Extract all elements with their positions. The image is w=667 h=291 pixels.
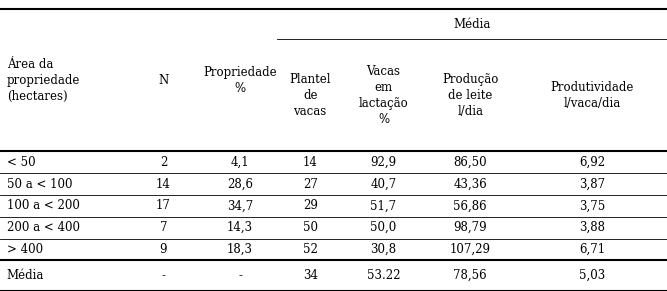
Text: Média: Média: [453, 17, 491, 31]
Text: 29: 29: [303, 199, 317, 212]
Text: 52: 52: [303, 243, 317, 256]
Text: 51,7: 51,7: [370, 199, 397, 212]
Text: 2: 2: [159, 156, 167, 169]
Text: 34,7: 34,7: [227, 199, 253, 212]
Text: 50: 50: [303, 221, 317, 234]
Text: N: N: [158, 74, 169, 86]
Text: 50 a < 100: 50 a < 100: [7, 178, 72, 191]
Text: 92,9: 92,9: [370, 156, 397, 169]
Text: 86,50: 86,50: [454, 156, 487, 169]
Text: 56,86: 56,86: [454, 199, 487, 212]
Text: Área da
propriedade
(hectares): Área da propriedade (hectares): [7, 58, 80, 102]
Text: 50,0: 50,0: [370, 221, 397, 234]
Text: 27: 27: [303, 178, 317, 191]
Text: 100 a < 200: 100 a < 200: [7, 199, 79, 212]
Text: 43,36: 43,36: [454, 178, 487, 191]
Text: 3,88: 3,88: [579, 221, 605, 234]
Text: 107,29: 107,29: [450, 243, 491, 256]
Text: Produção
de leite
l/dia: Produção de leite l/dia: [442, 73, 498, 118]
Text: > 400: > 400: [7, 243, 43, 256]
Text: 17: 17: [156, 199, 171, 212]
Text: < 50: < 50: [7, 156, 35, 169]
Text: Média: Média: [7, 269, 44, 282]
Text: 98,79: 98,79: [454, 221, 487, 234]
Text: 30,8: 30,8: [370, 243, 397, 256]
Text: 40,7: 40,7: [370, 178, 397, 191]
Text: 34: 34: [303, 269, 317, 282]
Text: 14: 14: [156, 178, 171, 191]
Text: 4,1: 4,1: [231, 156, 249, 169]
Text: -: -: [238, 269, 242, 282]
Text: 3,75: 3,75: [579, 199, 605, 212]
Text: 14,3: 14,3: [227, 221, 253, 234]
Text: 28,6: 28,6: [227, 178, 253, 191]
Text: Vacas
em
lactação
%: Vacas em lactação %: [359, 65, 408, 126]
Text: 6,71: 6,71: [579, 243, 605, 256]
Text: 14: 14: [303, 156, 317, 169]
Text: 18,3: 18,3: [227, 243, 253, 256]
Text: 9: 9: [159, 243, 167, 256]
Text: 3,87: 3,87: [579, 178, 605, 191]
Text: 200 a < 400: 200 a < 400: [7, 221, 79, 234]
Text: 7: 7: [159, 221, 167, 234]
Text: Propriedade
%: Propriedade %: [203, 65, 277, 95]
Text: 53.22: 53.22: [367, 269, 400, 282]
Text: Plantel
de
vacas: Plantel de vacas: [289, 73, 331, 118]
Text: 78,56: 78,56: [454, 269, 487, 282]
Text: -: -: [161, 269, 165, 282]
Text: Produtividade
l/vaca/dia: Produtividade l/vaca/dia: [550, 81, 634, 110]
Text: 6,92: 6,92: [579, 156, 605, 169]
Text: 5,03: 5,03: [579, 269, 605, 282]
